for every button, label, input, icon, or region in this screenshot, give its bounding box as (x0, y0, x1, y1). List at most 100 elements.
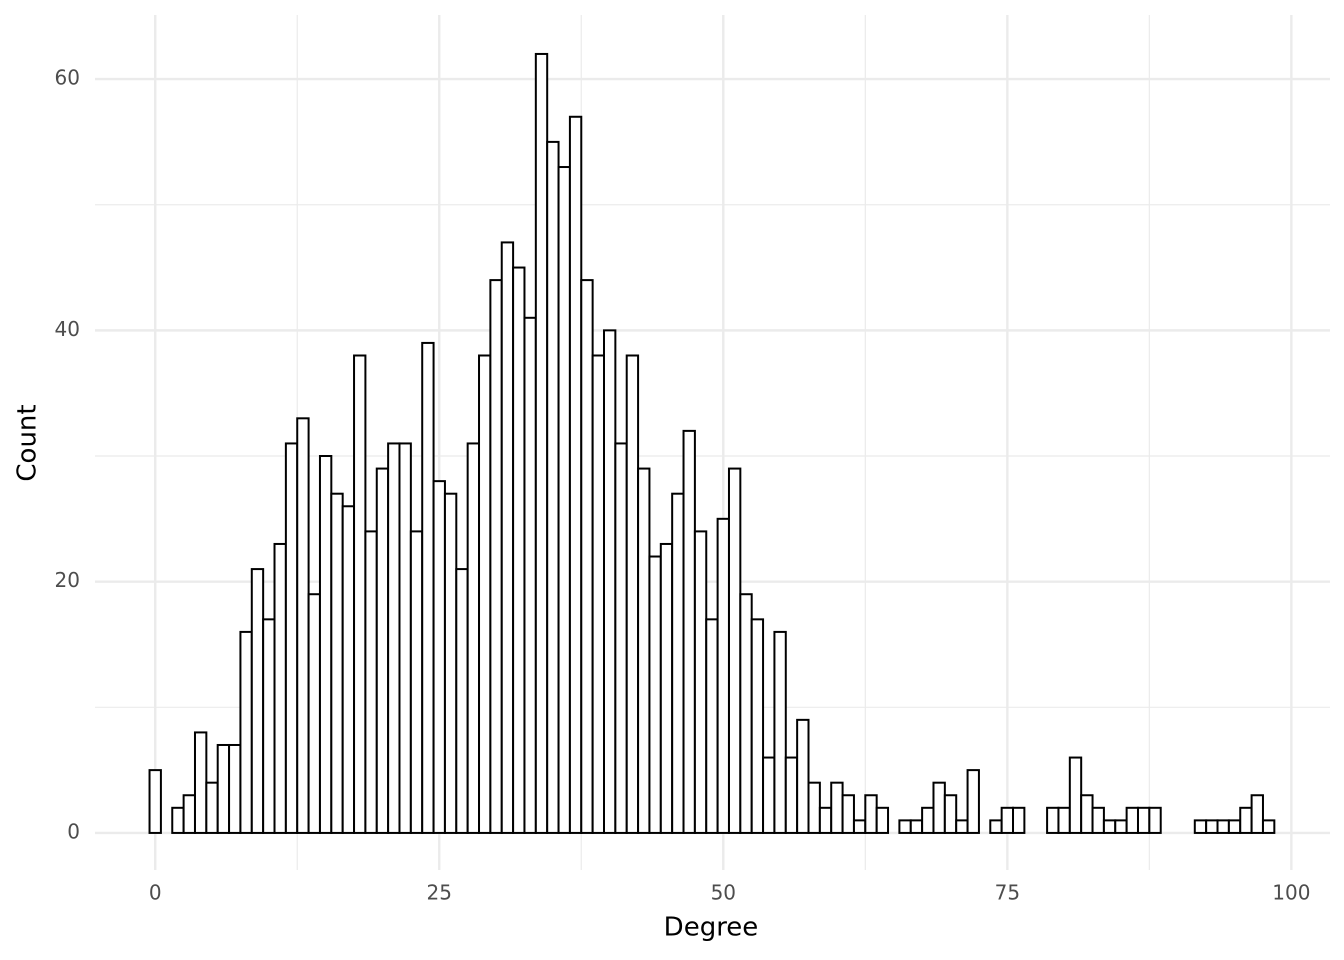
bar (648, 555, 662, 834)
bar (943, 794, 958, 834)
bar (557, 166, 571, 834)
bar (353, 354, 367, 834)
bar (1227, 819, 1242, 834)
bar (239, 630, 253, 834)
bar (739, 593, 753, 834)
x-axis-title: Degree (664, 913, 759, 943)
bar (637, 467, 651, 834)
bar (1193, 819, 1208, 834)
bar (205, 781, 219, 834)
bar (1068, 756, 1083, 834)
bar (602, 329, 617, 834)
bar (955, 819, 969, 834)
bars (148, 52, 1276, 834)
bar (1261, 819, 1276, 834)
bar (932, 781, 946, 834)
bar (659, 542, 674, 834)
bar (1125, 806, 1139, 834)
bar (534, 52, 549, 834)
bar (466, 442, 481, 834)
y-tick-label: 60 (55, 66, 80, 90)
bar (989, 819, 1003, 834)
bar (796, 718, 810, 834)
bar (671, 492, 685, 834)
bar (398, 442, 412, 834)
bar (443, 492, 458, 834)
bar (1250, 794, 1264, 834)
bar (500, 241, 515, 834)
bar (580, 279, 594, 834)
bar (875, 806, 890, 834)
bar (364, 530, 378, 834)
bar (1205, 819, 1219, 834)
bar (432, 480, 446, 834)
bar (966, 769, 980, 834)
x-tick-label: 50 (711, 881, 736, 905)
y-tick-label: 20 (55, 568, 80, 592)
bar (250, 568, 265, 834)
bar (262, 618, 276, 834)
bar (421, 341, 435, 834)
bar (1148, 806, 1162, 834)
bar (568, 115, 583, 834)
bar (523, 316, 537, 834)
bar (1080, 794, 1094, 834)
bar (1057, 806, 1071, 834)
bar (1216, 819, 1230, 834)
bar (284, 442, 299, 834)
x-tick-label: 100 (1272, 881, 1310, 905)
bar (625, 354, 640, 834)
bar (341, 505, 356, 834)
x-tick-label: 0 (149, 881, 162, 905)
bar (318, 455, 333, 834)
y-tick-label: 40 (55, 317, 80, 341)
bar (750, 618, 765, 834)
bar (1000, 806, 1015, 834)
bar (296, 417, 310, 834)
bar (1091, 806, 1105, 834)
bar (830, 781, 844, 834)
bar (489, 279, 503, 834)
bar (1012, 806, 1026, 834)
bar (898, 819, 912, 834)
bar (273, 542, 287, 834)
x-tick-label: 25 (427, 881, 452, 905)
bar (773, 630, 787, 834)
bar (387, 442, 401, 834)
bar (909, 819, 924, 834)
bar (478, 354, 492, 834)
bar (307, 593, 321, 834)
bar (682, 429, 696, 834)
bar (455, 568, 469, 834)
bar (784, 756, 799, 834)
bar (852, 819, 867, 834)
bar (705, 618, 719, 834)
bar (1136, 806, 1151, 834)
x-tick-label: 75 (995, 881, 1020, 905)
bar (727, 467, 742, 834)
bar (193, 731, 208, 834)
bar (614, 442, 628, 834)
bar (330, 492, 344, 834)
bar (864, 794, 878, 834)
bar (171, 806, 185, 834)
bar (1046, 806, 1060, 834)
bar (1239, 806, 1253, 834)
bar (762, 756, 776, 834)
bar (1102, 819, 1117, 834)
bar (591, 354, 605, 834)
bar (716, 517, 730, 834)
bar (1114, 819, 1128, 834)
bar (148, 769, 162, 834)
bar (216, 743, 231, 834)
bar (409, 530, 424, 834)
bar (921, 806, 935, 834)
bar (546, 140, 560, 834)
y-tick-label: 0 (67, 819, 80, 843)
bar (228, 743, 242, 834)
bar (818, 806, 833, 834)
y-axis-title: Count (13, 404, 43, 481)
bar (693, 530, 708, 834)
bar (375, 467, 390, 834)
